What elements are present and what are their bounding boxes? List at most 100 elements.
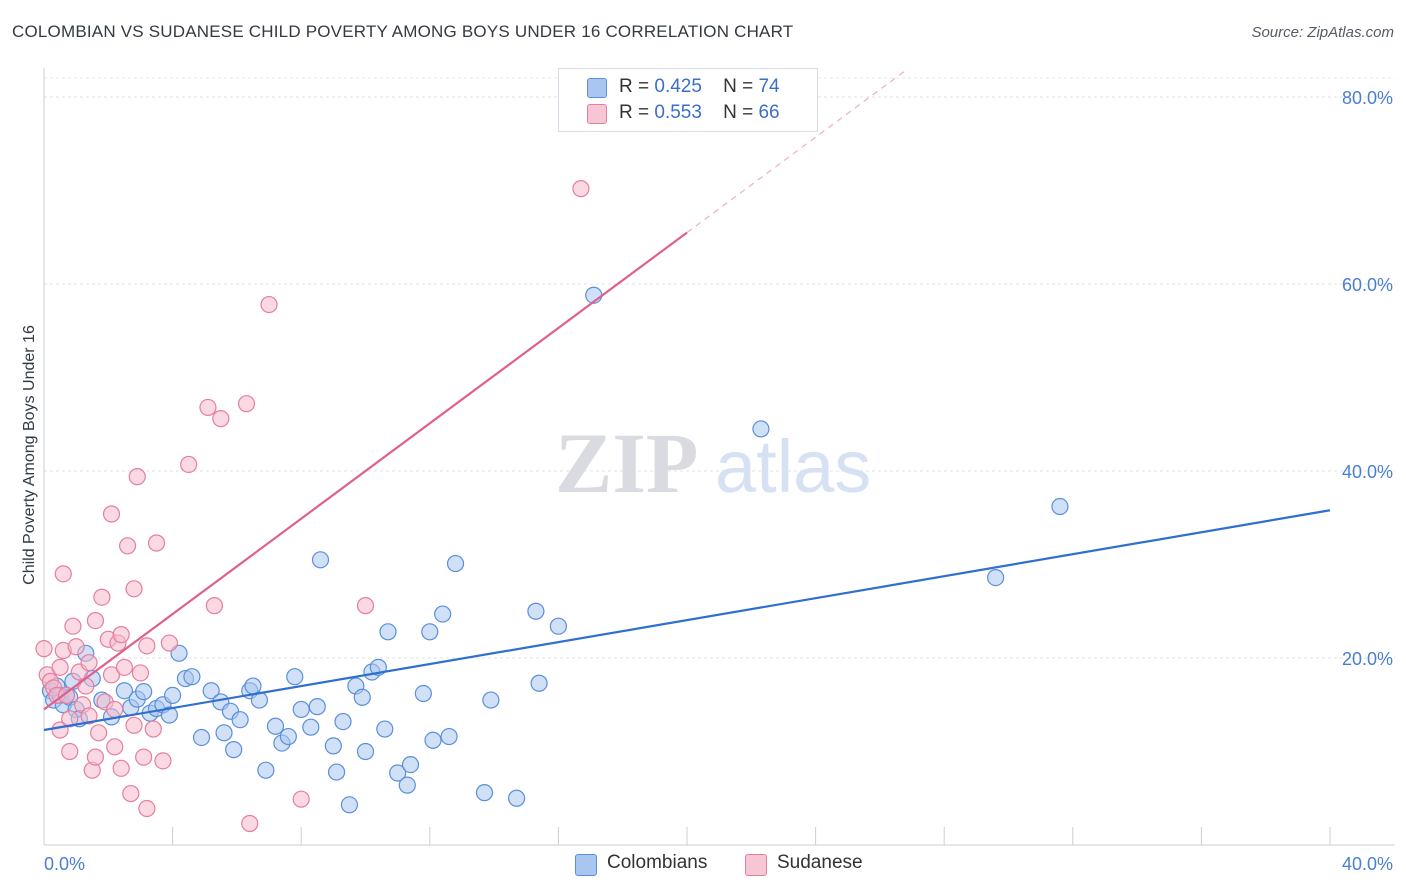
point-sudanese [64,617,82,635]
point-sudanese [122,784,140,803]
point-sudanese [147,534,166,552]
point-sudanese [112,759,130,777]
point-colombians [324,737,342,755]
point-colombians [440,727,458,746]
point-sudanese [86,748,105,766]
point-sudanese [260,295,278,314]
point-sudanese [131,664,150,682]
point-colombians [508,789,526,807]
legend-swatch-colombians [587,78,607,98]
point-sudanese [115,658,133,676]
n-value: 66 [758,102,780,123]
series-swatch-sudanese [745,854,767,876]
point-colombians [987,568,1005,587]
point-colombians [549,617,568,635]
n-value: 74 [758,76,780,97]
series-legend: Colombians Sudanese [0,852,1406,878]
r-label: R = [619,102,650,123]
point-colombians [379,623,397,641]
point-colombians [135,683,153,701]
point-colombians [160,706,178,724]
point-colombians [475,784,494,802]
point-colombians [215,724,233,742]
point-sudanese [106,700,124,719]
series-label-colombians: Colombians [607,852,708,873]
point-sudanese [67,638,85,656]
point-sudanese [61,710,79,728]
point-colombians [302,718,320,736]
point-colombians [286,668,304,686]
point-sudanese [80,707,98,725]
point-sudanese [292,790,310,808]
y-tick-label: 80.0% [1342,88,1393,108]
trend-line-sudanese-extension [686,68,908,234]
watermark-zip: ZIP [555,415,698,511]
point-sudanese [125,580,143,598]
point-sudanese [102,666,121,684]
x-tick-label: 0.0% [44,854,85,874]
stats-legend: R = 0.425 N = 74 R = 0.553 N = 66 [558,68,818,132]
point-colombians [250,691,269,709]
point-colombians [183,668,201,686]
point-colombians [231,711,249,729]
point-colombians [257,761,275,779]
point-sudanese [128,468,146,486]
r-label: R = [619,76,650,97]
chart-title: COLOMBIAN VS SUDANESE CHILD POVERTY AMON… [12,22,794,41]
legend-text-colombians: R = 0.425 N = 74 [619,76,780,98]
legend-text-sudanese: R = 0.553 N = 66 [619,102,780,124]
point-sudanese [237,395,256,413]
point-colombians [202,682,220,700]
point-sudanese [54,565,72,583]
series-swatch-colombians [575,854,597,876]
point-colombians [340,796,359,814]
point-colombians [527,602,545,620]
point-colombians [292,700,310,719]
point-colombians [311,551,330,569]
point-sudanese [86,611,105,630]
point-sudanese [61,742,79,761]
point-colombians [164,686,182,705]
grid [44,77,1395,659]
point-sudanese [199,398,217,417]
data-points [35,180,1069,833]
point-sudanese [77,677,95,695]
y-tick-label: 20.0% [1342,649,1393,669]
point-colombians [752,420,770,438]
trend-line-colombians [43,509,1331,732]
point-sudanese [51,658,69,676]
point-sudanese [180,455,198,474]
n-label: N = [723,102,754,123]
point-sudanese [160,634,178,652]
point-sudanese [138,799,156,818]
point-colombians [424,731,442,749]
point-sudanese [35,640,53,658]
point-colombians [353,688,371,706]
r-value: 0.553 [654,102,702,123]
point-sudanese [112,626,130,644]
x-tick-label: 40.0% [1342,854,1393,874]
point-colombians [389,764,407,782]
point-sudanese [212,410,230,428]
point-colombians [356,742,375,761]
point-sudanese [57,686,76,705]
point-colombians [1051,497,1069,516]
point-colombians [376,720,394,738]
point-sudanese [144,720,162,738]
chart-source: Source: ZipAtlas.com [1251,24,1394,41]
point-sudanese [205,597,223,615]
trend-lines [43,68,1331,732]
point-sudanese [106,738,124,756]
trend-line-sudanese [43,231,688,711]
point-colombians [308,698,326,716]
point-colombians [334,712,352,731]
point-sudanese [90,724,108,742]
point-colombians [192,728,211,747]
point-colombians [225,741,243,759]
point-colombians [266,717,285,735]
tick-labels: 20.0% 40.0% 60.0% 80.0% 0.0% 40.0% [44,88,1393,874]
point-sudanese [80,654,98,672]
point-sudanese [138,637,156,655]
point-colombians [530,674,548,692]
